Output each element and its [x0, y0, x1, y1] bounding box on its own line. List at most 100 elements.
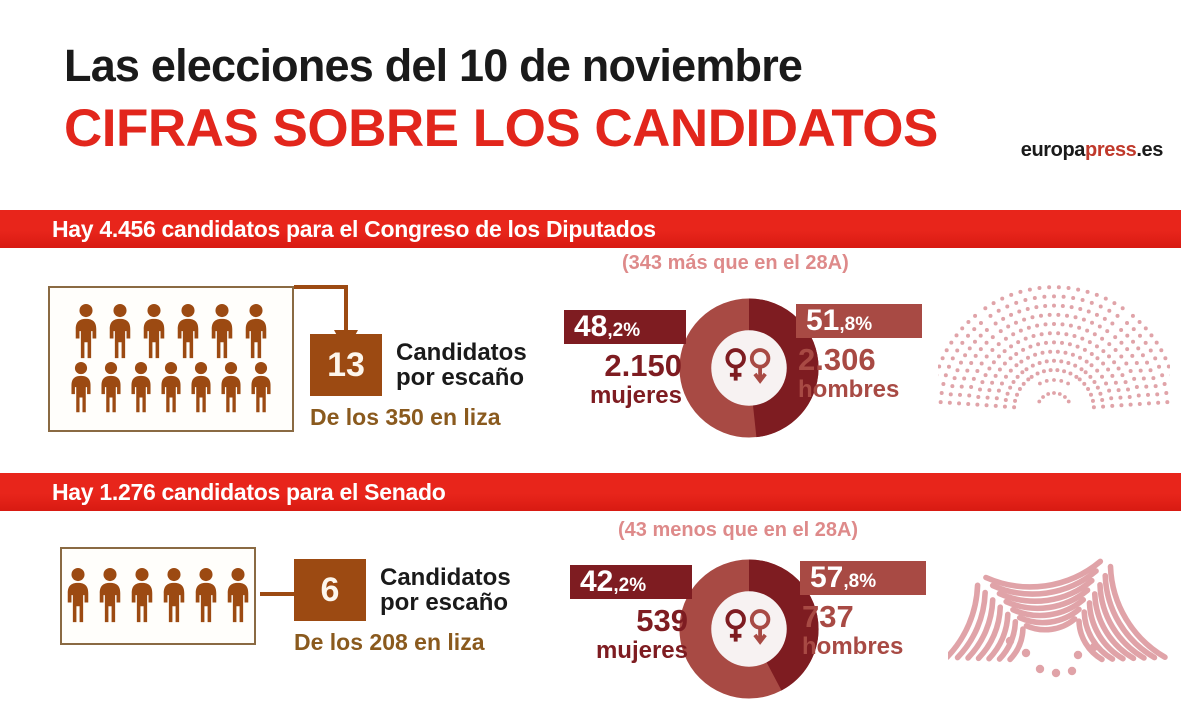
hemicycle-seat — [1014, 351, 1019, 356]
hemicycle-seat — [1119, 354, 1124, 359]
hemicycle-seat — [1143, 340, 1148, 345]
hemicycle-seat — [1073, 363, 1078, 368]
hemicycle-row-arc — [975, 604, 1004, 662]
banner-congress-text: Hay 4.456 candidatos para el Congreso de… — [52, 215, 656, 242]
hemicycle-seat — [1113, 380, 1118, 385]
female-symbol-icon — [725, 609, 746, 642]
hemicycle-seat — [938, 364, 942, 369]
hemicycle-seat — [1039, 332, 1044, 337]
hemicycle-seat — [966, 333, 971, 338]
hemicycle-seat — [1022, 317, 1027, 322]
hemicycle-seat — [1107, 354, 1112, 359]
congress-men-pct-big: 51 — [806, 304, 840, 337]
hemicycle-seat — [1123, 380, 1128, 385]
senate-badge-label-line2: por escaño — [380, 589, 509, 616]
senate-badge-group: 6 Candidatos por escaño De los 208 en li… — [294, 559, 511, 656]
hemicycle-seat — [1087, 340, 1092, 345]
hemicycle-row-arc — [986, 611, 1011, 662]
hemicycle-seat — [975, 402, 980, 407]
hemicycle-seat — [1116, 366, 1121, 371]
hemicycle-seat — [1030, 363, 1035, 368]
hemicycle-seat — [984, 328, 989, 333]
hemicycle-seat — [1089, 363, 1094, 368]
hemicycle-seat — [1069, 305, 1074, 310]
hemicycle-row-arc — [1016, 606, 1082, 626]
hemicycle-seat — [940, 356, 945, 361]
hemicycle-seat — [1137, 402, 1142, 406]
hemicycle-seat — [1119, 403, 1124, 408]
hemicycle-seat — [1056, 312, 1061, 317]
hemicycle-seat — [1153, 384, 1158, 389]
senate-donut-group: (43 menos que en el 28A) — [560, 511, 930, 711]
hemicycle-seat — [1116, 388, 1121, 393]
hemicycle-seat — [1077, 325, 1082, 330]
hemicycle-seat — [1037, 286, 1042, 291]
hemicycle-row-arc — [948, 582, 981, 660]
hemicycle-seat — [1067, 666, 1077, 676]
hemicycle-seat — [1101, 349, 1106, 354]
hemicycle-seat — [946, 364, 951, 369]
hemicycle-seat — [1063, 395, 1067, 399]
person-icon — [191, 362, 211, 413]
hemicycle-seat — [1144, 384, 1149, 389]
hemicycle-seat — [1068, 323, 1073, 328]
hemicycle-seat — [1162, 382, 1167, 387]
hemicycle-seat — [1154, 340, 1159, 345]
person-icon — [251, 362, 271, 413]
hemicycle-seat — [1137, 319, 1142, 324]
hemicycle-seat — [1052, 391, 1056, 395]
hemicycle-seat — [1112, 360, 1117, 365]
hemicycle-seat — [1102, 316, 1107, 321]
hemicycle-row-arc — [1091, 591, 1137, 662]
hemicycle-seat — [1130, 353, 1135, 358]
hemicycle-seat — [1105, 329, 1110, 334]
hemicycle-seat — [938, 400, 943, 405]
senate-people-box — [60, 547, 256, 645]
senate-women-pct-small: ,2% — [613, 574, 647, 596]
congress-people-rows — [50, 288, 292, 430]
hemicycle-seat — [1035, 664, 1045, 674]
hemicycle-seat — [1143, 326, 1148, 331]
senate-badge-label: Candidatos por escaño — [380, 565, 511, 616]
hemicycle-seat — [950, 356, 955, 361]
hemicycle-seat — [1071, 296, 1076, 301]
hemicycle-seat — [984, 354, 989, 359]
hemicycle-seat — [1095, 356, 1100, 361]
hemicycle-seat — [1131, 327, 1136, 332]
congress-women-count: 2.150 — [604, 348, 682, 383]
hemicycle-seat — [969, 385, 974, 390]
senate-seats-note: De los 208 en liza — [294, 629, 485, 655]
hemicycle-seat — [1052, 294, 1056, 299]
hemicycle-seat — [1060, 340, 1064, 345]
hemicycle-row-arc — [996, 577, 1095, 604]
hemicycle-seat — [1110, 373, 1115, 378]
page-title-line2: CIFRAS SOBRE LOS CANDIDATOS — [64, 99, 938, 158]
hemicycle-row-arc — [1097, 581, 1147, 661]
hemicycle-seat — [1015, 392, 1020, 397]
hemicycle-seat — [1074, 374, 1079, 379]
hemicycle-seat — [1009, 344, 1014, 349]
hemicycle-seat — [1113, 335, 1118, 340]
hemicycle-seat — [967, 393, 972, 398]
hemicycle-seat — [1044, 378, 1049, 383]
hemicycle-seat — [1090, 398, 1095, 403]
congress-women-pct-big: 48 — [574, 310, 608, 343]
hemicycle-seat — [958, 392, 962, 397]
hemicycle-seat — [1014, 300, 1019, 305]
senate-women-count-block: 539 mujeres — [566, 605, 688, 663]
female-symbol-icon — [725, 348, 746, 381]
hemicycle-seat — [1145, 360, 1150, 365]
hemicycle-seat — [1030, 315, 1035, 320]
hemicycle-seat — [1159, 348, 1164, 353]
hemicycle-seat — [1005, 636, 1015, 646]
person-icon — [195, 568, 217, 623]
person-icon — [131, 568, 153, 623]
hemicycle-seat — [1052, 378, 1056, 382]
hemicycle-seat — [1038, 381, 1042, 386]
hemicycle-seat — [1153, 356, 1158, 361]
hemicycle-seat — [978, 347, 983, 352]
hemicycle-seat — [1020, 370, 1025, 375]
hemicycle-seat — [1043, 322, 1048, 327]
hemicycle-seat — [996, 308, 1001, 313]
person-icon — [163, 568, 185, 623]
